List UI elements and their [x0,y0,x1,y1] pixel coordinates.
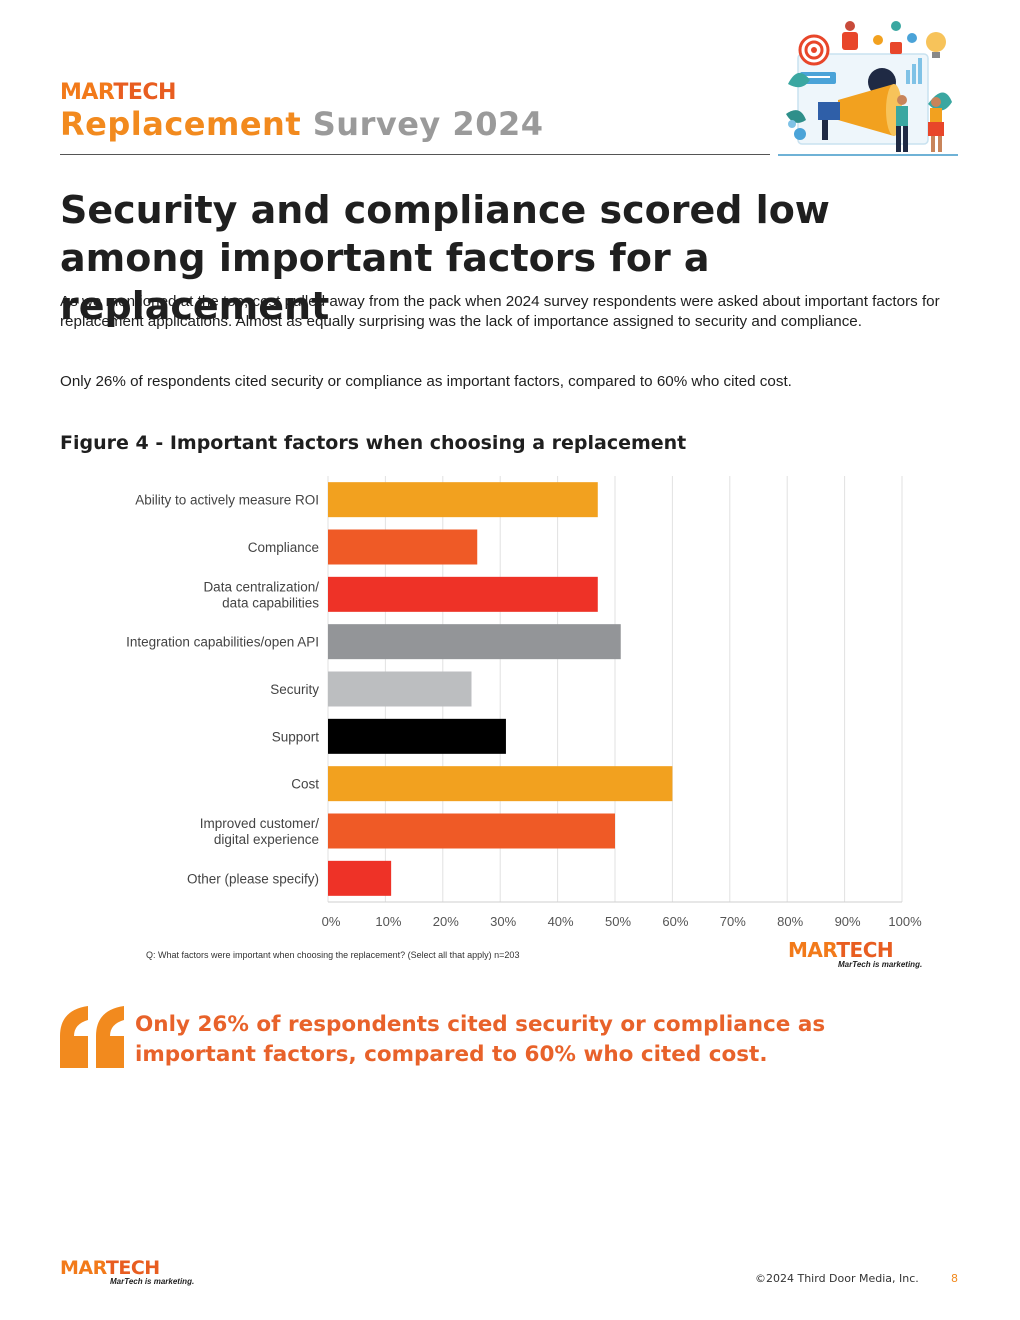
x-tick-label: 60% [662,914,688,929]
x-tick-label: 50% [605,914,631,929]
headline: Security and compliance scored low among… [60,188,830,328]
bar [328,624,621,660]
x-tick-label: 0% [322,914,341,929]
category-label: Improved customer/digital experience [200,816,320,847]
bar [328,482,598,518]
category-label: Cost [291,777,319,792]
chart-note: Q: What factors were important when choo… [146,950,520,960]
bar-chart: 0% 10% 20% 30% 40% 50% 60% 70% 80% 90% 100% Ability… [126,476,922,929]
bar [328,718,506,754]
x-tick-label: 90% [835,914,861,929]
bar [328,576,598,612]
category-label: Compliance [248,540,319,555]
report-title: Replacement Survey 2024 [60,105,543,143]
bar [328,813,615,849]
bar [328,860,392,896]
intro-paragraph: As we mentioned at the top, cost pulled … [60,293,940,330]
x-tick-label: 80% [777,914,803,929]
marketing-megaphone-illustration [786,21,952,152]
header-divider-accent [778,154,958,156]
report-title-part2: Survey 2024 [312,105,544,143]
quote-mark-icon [60,1006,124,1068]
bar [328,766,673,802]
category-label: Support [272,729,320,744]
report-title-part1: Replacement [60,105,302,143]
category-label: Other (please specify) [187,871,319,886]
pull-quote: Only 26% of respondents cited security o… [135,1012,826,1067]
category-label: Ability to actively measure ROI [135,493,319,508]
x-tick-label: 30% [490,914,516,929]
category-label: Integration capabilities/open API [126,635,319,650]
x-tick-label: 40% [548,914,574,929]
x-tick-label: 20% [433,914,459,929]
stat-paragraph: Only 26% of respondents cited security o… [60,373,792,390]
header-divider [60,154,770,155]
bar [328,671,472,707]
footer-tagline: MarTech is marketing. [110,1277,195,1286]
footer-martech-logo: MARTECH [60,1257,160,1279]
martech-logo: MARTECH [60,80,176,105]
x-tick-label: 10% [375,914,401,929]
copyright: ©2024 Third Door Media, Inc. [755,1272,919,1285]
chart-tagline: MarTech is marketing. [838,960,923,969]
figure-title: Figure 4 - Important factors when choosi… [60,432,687,454]
x-tick-label: 70% [720,914,746,929]
chart-martech-logo: MARTECH [788,938,894,962]
x-tick-label: 100% [888,914,922,929]
category-label: Security [270,682,319,697]
bar [328,529,478,565]
category-label: Data centralization/data capabilities [203,579,319,610]
page-number: 8 [951,1272,958,1285]
